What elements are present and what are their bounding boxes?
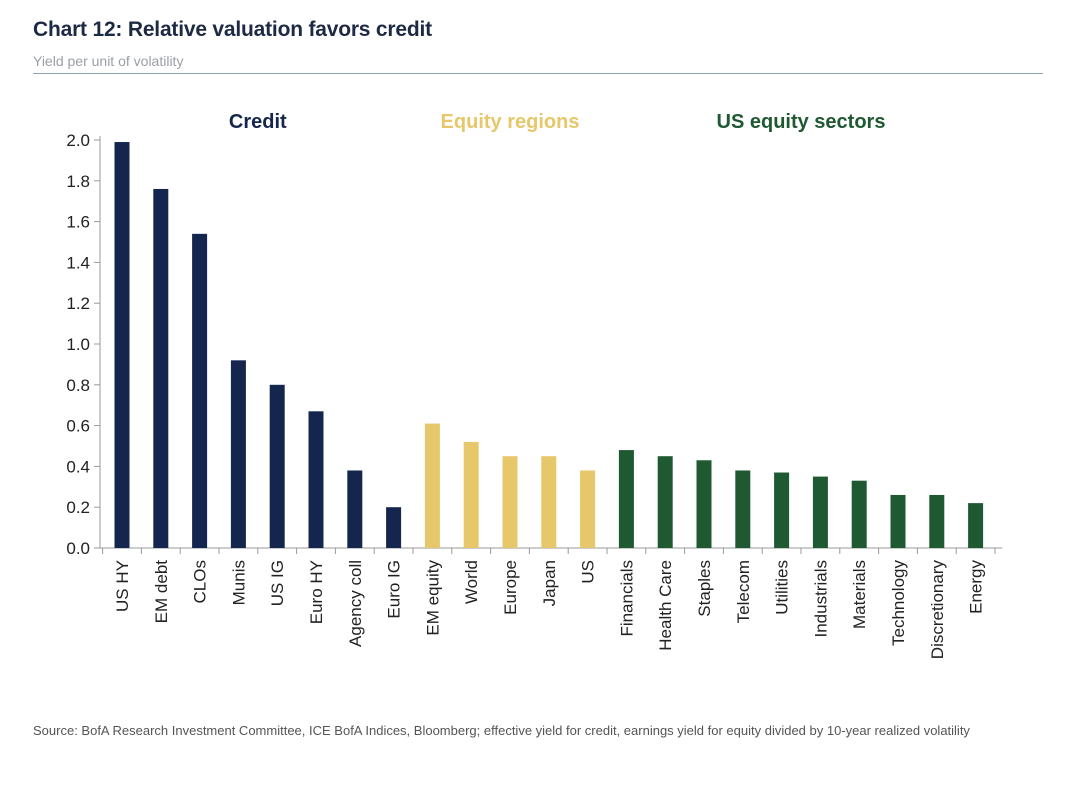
- bar-us: [580, 470, 596, 548]
- group-label: Credit: [229, 111, 287, 133]
- y-tick-label: 2.0: [66, 131, 90, 150]
- x-tick-label: Technology: [889, 560, 908, 647]
- bar-munis: [230, 360, 246, 548]
- bar-euro-ig: [386, 507, 402, 548]
- bar-japan: [541, 456, 557, 548]
- bar-em-debt: [153, 188, 169, 548]
- bar-energy: [968, 503, 984, 548]
- bar-staples: [696, 460, 712, 548]
- y-tick-label: 0.0: [66, 539, 90, 558]
- bar-technology: [890, 494, 906, 548]
- bar-euro-hy: [308, 411, 324, 548]
- x-tick-label: Materials: [850, 560, 869, 629]
- bar-utilities: [774, 472, 790, 548]
- x-tick-label: Energy: [967, 560, 986, 614]
- x-tick-label: EM equity: [423, 560, 442, 636]
- x-tick-label: Telecom: [734, 560, 753, 623]
- bar-clos: [192, 233, 208, 548]
- group-label: Equity regions: [441, 111, 580, 133]
- bar-health-care: [657, 456, 673, 548]
- x-tick-label: Discretionary: [928, 560, 947, 660]
- bar-industrials: [812, 476, 828, 548]
- x-tick-label: Europe: [501, 560, 520, 615]
- x-tick-label: Utilities: [773, 560, 792, 615]
- x-tick-label: Euro HY: [307, 560, 326, 624]
- y-tick-label: 1.2: [66, 294, 90, 313]
- x-tick-label: Japan: [540, 560, 559, 606]
- bar-world: [463, 441, 479, 548]
- bar-us-ig: [269, 384, 285, 548]
- bar-europe: [502, 456, 518, 548]
- x-tick-label: Euro IG: [385, 560, 404, 619]
- bar-us-hy: [114, 142, 130, 549]
- x-tick-label: Staples: [695, 560, 714, 617]
- x-tick-label: US IG: [268, 560, 287, 606]
- bar-telecom: [735, 470, 751, 548]
- bar-financials: [618, 450, 634, 548]
- y-tick-label: 1.8: [66, 172, 90, 191]
- group-label: US equity sectors: [717, 111, 886, 133]
- x-tick-label: EM debt: [152, 560, 171, 624]
- x-tick-label: US: [579, 560, 598, 584]
- x-tick-label: World: [462, 560, 481, 604]
- chart-subtitle: Yield per unit of volatility: [33, 53, 184, 69]
- y-tick-label: 1.6: [66, 213, 90, 232]
- x-tick-label: Industrials: [811, 560, 830, 637]
- bar-materials: [851, 480, 867, 548]
- x-tick-label: CLOs: [191, 560, 210, 603]
- bar-em-equity: [424, 423, 440, 548]
- x-tick-label: Health Care: [656, 560, 675, 651]
- title-divider: [33, 73, 1043, 74]
- y-tick-label: 0.2: [66, 498, 90, 517]
- y-tick-label: 0.6: [66, 417, 90, 436]
- x-tick-label: Munis: [229, 560, 248, 605]
- bar-chart: 0.0 0.2 0.4 0.6 0.8 1.0 1.2 1.4 1.6 1.8 2.0 US HY EM…: [66, 111, 1002, 660]
- chart-title: Chart 12: Relative valuation favors cred…: [33, 18, 432, 41]
- source-note: Source: BofA Research Investment Committ…: [33, 723, 970, 738]
- bar-discretionary: [929, 494, 945, 548]
- x-tick-label: Financials: [617, 560, 636, 637]
- bar-agency-coll: [347, 470, 363, 548]
- x-tick-label: US HY: [113, 560, 132, 612]
- y-tick-label: 0.8: [66, 376, 90, 395]
- x-tick-label: Agency coll: [346, 560, 365, 647]
- y-tick-label: 1.4: [66, 253, 90, 272]
- y-tick-label: 0.4: [66, 457, 90, 476]
- y-tick-label: 1.0: [66, 335, 90, 354]
